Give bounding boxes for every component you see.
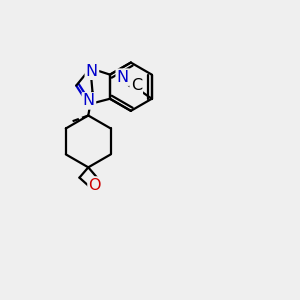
Text: N: N bbox=[86, 64, 98, 79]
Text: O: O bbox=[88, 178, 101, 193]
Text: N: N bbox=[83, 93, 95, 108]
Text: N: N bbox=[117, 70, 129, 85]
Text: C: C bbox=[131, 78, 142, 93]
